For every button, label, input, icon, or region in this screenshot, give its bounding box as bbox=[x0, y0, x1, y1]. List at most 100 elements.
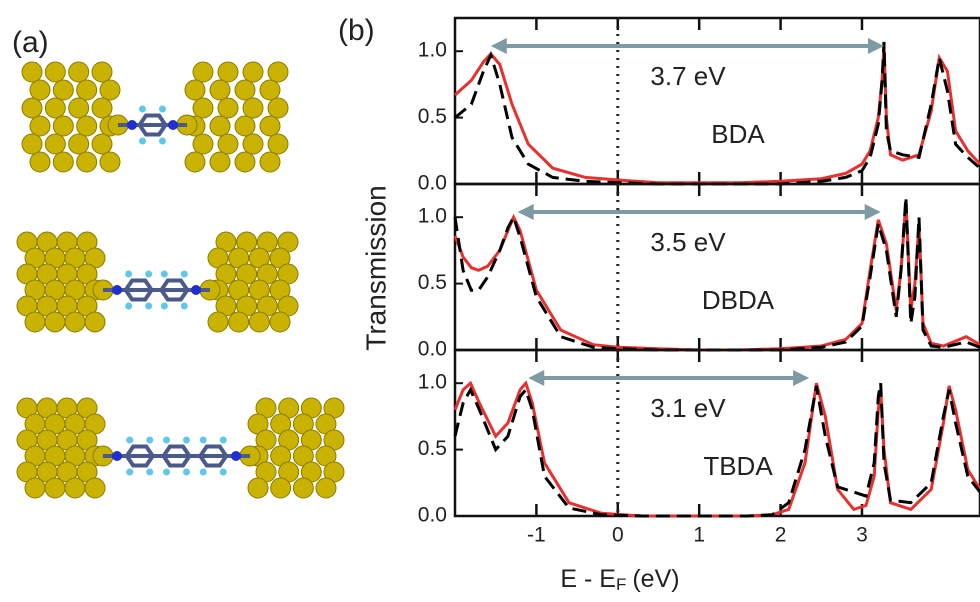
hydrogen bbox=[145, 271, 152, 278]
arrow-head bbox=[528, 370, 544, 386]
hydrogen bbox=[146, 437, 153, 444]
y-tick-label: 0.5 bbox=[418, 271, 447, 294]
nitrogen bbox=[112, 451, 122, 461]
arrow-head bbox=[518, 204, 534, 220]
gold-atom bbox=[30, 116, 50, 136]
gold-atom bbox=[270, 312, 290, 332]
gold-atom bbox=[268, 134, 288, 154]
nitrogen bbox=[168, 120, 178, 130]
gold-atom bbox=[65, 478, 85, 498]
molecule-structures bbox=[17, 62, 344, 498]
molecule-label: BDA bbox=[711, 119, 765, 149]
gold-atom bbox=[25, 478, 45, 498]
y-tick-label: 0.0 bbox=[418, 504, 447, 527]
hydrogen bbox=[139, 138, 146, 145]
gold-atom bbox=[25, 312, 45, 332]
x-tick-label: 3 bbox=[856, 524, 868, 547]
gold-atom bbox=[268, 98, 288, 118]
gap-label: 3.7 eV bbox=[650, 61, 726, 91]
hydrogen bbox=[125, 303, 132, 310]
y-axis-label: Transmission bbox=[360, 185, 391, 350]
hydrogen bbox=[159, 106, 166, 113]
panel-label: (a) bbox=[12, 26, 49, 59]
molecule-label: TBDA bbox=[703, 451, 773, 481]
gold-atom bbox=[243, 62, 263, 82]
gold-atom bbox=[243, 98, 263, 118]
hydrogen bbox=[126, 469, 133, 476]
x-tick-label: 1 bbox=[693, 524, 705, 547]
y-tick-label: 0.5 bbox=[418, 105, 447, 128]
x-tick-label: -1 bbox=[527, 524, 546, 547]
gold-atom bbox=[45, 134, 65, 154]
hydrogen bbox=[139, 106, 146, 113]
gold-atom bbox=[249, 312, 269, 332]
gold-atom bbox=[218, 98, 238, 118]
gold-atom bbox=[293, 478, 313, 498]
x-label-unit: (eV) bbox=[632, 565, 679, 593]
gold-atom bbox=[85, 478, 105, 498]
gold-atom bbox=[235, 116, 255, 136]
gold-atom bbox=[45, 62, 65, 82]
hydrogen bbox=[161, 271, 168, 278]
hydrogen bbox=[161, 303, 168, 310]
y-tick-label: 1.0 bbox=[418, 371, 447, 394]
gold-atom bbox=[30, 80, 50, 100]
gold-atom bbox=[268, 62, 288, 82]
gold-atom bbox=[210, 116, 230, 136]
gold-atom bbox=[45, 478, 65, 498]
gap-label: 3.1 eV bbox=[650, 393, 726, 423]
hydrogen bbox=[163, 437, 170, 444]
figure: (a) (b) Transmission E - EF(eV) 0.00.51.… bbox=[0, 0, 980, 602]
y-tick-label: 0.0 bbox=[418, 338, 447, 361]
gold-atom bbox=[22, 98, 42, 118]
plot-frame bbox=[455, 350, 980, 516]
gold-atom bbox=[208, 312, 228, 332]
gold-atom bbox=[65, 312, 85, 332]
gold-atom bbox=[92, 134, 112, 154]
hydrogen bbox=[200, 437, 207, 444]
gold-atom bbox=[85, 312, 105, 332]
gold-atom bbox=[100, 80, 120, 100]
gold-atom bbox=[235, 80, 255, 100]
hydrogen bbox=[145, 303, 152, 310]
gold-atom bbox=[92, 62, 112, 82]
gold-atom bbox=[193, 98, 213, 118]
gold-atom bbox=[248, 478, 268, 498]
gap-label: 3.5 eV bbox=[650, 227, 726, 257]
gold-atom bbox=[53, 80, 73, 100]
hydrogen bbox=[200, 469, 207, 476]
arrow-head bbox=[868, 38, 884, 54]
nitrogen bbox=[112, 285, 122, 295]
gold-atom bbox=[100, 152, 120, 172]
hydrogen bbox=[159, 138, 166, 145]
molecule-label: DBDA bbox=[702, 285, 775, 315]
hydrogen bbox=[146, 469, 153, 476]
hydrogen bbox=[163, 469, 170, 476]
hydrogen bbox=[181, 271, 188, 278]
y-tick-label: 1.0 bbox=[418, 205, 447, 228]
gold-atom bbox=[77, 152, 97, 172]
gold-atom bbox=[210, 152, 230, 172]
gold-atom bbox=[45, 312, 65, 332]
x-tick-label: 0 bbox=[612, 524, 624, 547]
y-tick-label: 1.0 bbox=[418, 39, 447, 62]
gold-atom bbox=[243, 134, 263, 154]
nitrogen bbox=[127, 120, 137, 130]
gold-atom bbox=[22, 62, 42, 82]
gold-atom bbox=[193, 134, 213, 154]
gold-atom bbox=[185, 80, 205, 100]
gold-atom bbox=[77, 80, 97, 100]
transmission-curve bbox=[455, 197, 980, 350]
hydrogen bbox=[126, 437, 133, 444]
panel-label: (b) bbox=[338, 14, 375, 47]
hydrogen bbox=[220, 469, 227, 476]
gold-atom bbox=[77, 116, 97, 136]
hydrogen bbox=[220, 437, 227, 444]
nitrogen bbox=[191, 285, 201, 295]
arrow-head bbox=[793, 370, 809, 386]
gold-atom bbox=[260, 80, 280, 100]
x-tick-label: 2 bbox=[775, 524, 787, 547]
gold-atom bbox=[30, 152, 50, 172]
gold-atom bbox=[22, 134, 42, 154]
nitrogen bbox=[231, 451, 241, 461]
